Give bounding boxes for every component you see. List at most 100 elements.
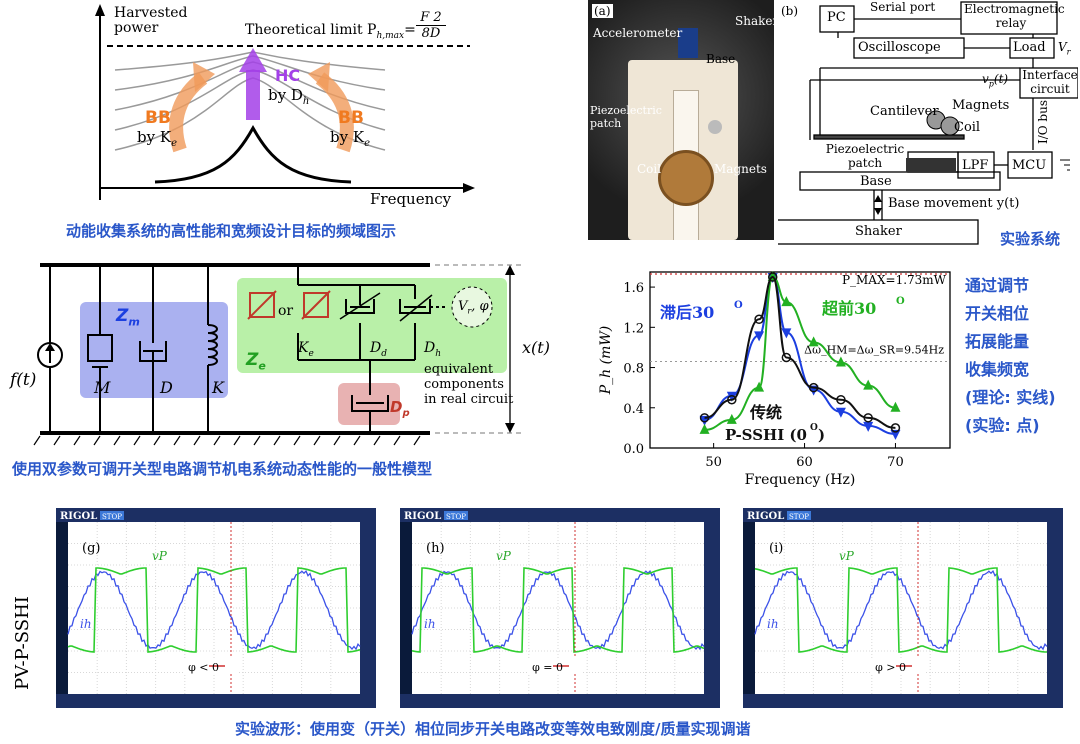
system-block-diagram (778, 1, 1078, 245)
label-conv-1: 传统 (749, 403, 782, 422)
scope-screen: RIGOL STOP (g) vP ih φ < 0 (56, 508, 376, 708)
shaker-label: Shaker (855, 224, 902, 239)
scope-stop-badge (100, 511, 124, 520)
generic-model-diagram (33, 263, 525, 446)
damping-label: D (160, 378, 173, 397)
scope-stop: STOP (102, 513, 122, 521)
side-text-5: (理论: 实线) (965, 388, 1056, 407)
hc-by: by Dh (268, 86, 310, 107)
scope-tag: (i) (769, 541, 783, 556)
point-2-4 (781, 352, 792, 363)
pv-p-sshi-label: PV-P-SSHI (12, 596, 33, 690)
y-tick-label-2: 0.8 (623, 362, 644, 377)
label-lead: 超前30 (821, 299, 876, 318)
base-movement-label: Base movement y(t) (888, 196, 1020, 211)
plot-frame (649, 271, 951, 449)
base-label: Base (860, 174, 892, 189)
equivalent-components-label: equivalent components in real circuit (424, 362, 514, 407)
scope-top-bar (400, 508, 720, 522)
scope-stop-badge (444, 511, 468, 520)
scope-stop: STOP (446, 513, 466, 521)
cantilever-label: Cantilever (870, 104, 939, 119)
phi-label: φ < 0 (188, 661, 219, 674)
vp-label: vP (496, 549, 512, 563)
vr-label: Vr (1058, 40, 1071, 57)
point-1-4 (781, 296, 792, 307)
dp-label: Dp (390, 398, 410, 419)
caption-generic-model: 使用双参数可调开关型电路调节机电系统动态性能的一般性模型 (12, 460, 433, 478)
side-annotations: 通过调节 开关相位 拓展能量 收集频宽 (理论: 实线) (实验: 点) (965, 272, 1056, 440)
series-line-2 (704, 276, 896, 429)
pmax-label: P_MAX=1.73mW (842, 273, 947, 287)
label-lag: 滞后30 (660, 303, 714, 322)
bb-by-left: by Ke (137, 128, 177, 149)
zm-label: Zm (116, 306, 140, 329)
x-tick-label-0: 50 (705, 455, 722, 470)
point-2-5 (808, 382, 819, 393)
label-conv-2: P-SSHI (0 (725, 426, 807, 444)
oscilloscope-label: Oscilloscope (858, 40, 941, 55)
voltage-waveform (67, 567, 361, 653)
ih-label: ih (767, 617, 779, 631)
scope-side-bar (360, 522, 376, 694)
magnets-label: Magnets (952, 98, 1010, 113)
dh-label: Dh (424, 340, 442, 359)
piezo-patch-label: Piezoelectric patch (825, 142, 905, 170)
photo-label-magnets: Magnets (714, 162, 767, 176)
dd-label: Dd (370, 340, 387, 359)
point-1-1 (726, 413, 737, 424)
point-2-1 (727, 394, 737, 405)
x-tick-label-2: 70 (887, 455, 904, 470)
chart-x-label: Frequency (Hz) (745, 472, 856, 488)
bb-label-right: BB (338, 108, 364, 128)
or-label: or (278, 303, 294, 319)
side-text-2: 开关相位 (965, 304, 1030, 323)
ke-label: Ke (298, 340, 314, 359)
scope-side-bar (1047, 522, 1063, 694)
interface-circuit-label: Interface circuit (1022, 68, 1078, 96)
point-1-2 (754, 381, 765, 392)
point-0-4 (781, 328, 792, 339)
scope-tag: (h) (426, 541, 445, 556)
theoretical-limit: Theoretical limit Ph,max= (245, 22, 416, 41)
experiment-photo (588, 0, 774, 240)
caption-experiment-system: 实验系统 (1000, 230, 1061, 248)
force-label: f(t) (10, 370, 37, 390)
x-axis-label: Frequency (370, 190, 452, 208)
delta-label: Δω_HM=Δω_SR=9.54Hz (804, 344, 944, 357)
power-frequency-chart: 0.0 0.4 0.8 1.2 1.6 50 60 70 Frequency (Hz) P_h (… (598, 271, 951, 488)
vp-label: vP (152, 549, 168, 563)
lpf-label: LPF (962, 158, 989, 173)
relay-label: Electromagnetic relay (964, 2, 1065, 30)
scope-tag: (g) (82, 541, 100, 556)
scope-side-bar (704, 522, 720, 694)
mass-label: M (94, 378, 111, 397)
scope-brand: RIGOL (747, 511, 784, 522)
scope-bottom-bar (400, 694, 720, 708)
serial-port-label: Serial port (870, 0, 936, 14)
current-waveform (67, 569, 361, 651)
label-lead-deg: O (896, 296, 905, 307)
scope-screen: RIGOL STOP (i) vP ih φ > 0 (743, 508, 1063, 708)
label-lag-deg: O (734, 300, 743, 311)
side-text-6: (实验: 点) (965, 416, 1040, 435)
photo-label-base: Base (706, 52, 736, 66)
scope-i: RIGOL STOP (i) vP ih φ > 0 (743, 508, 1063, 708)
voltage-waveform (754, 567, 1047, 653)
label-conv-deg: O (810, 423, 818, 433)
bb-label-left: BB (145, 108, 171, 128)
caption-frequency-domain: 动能收集系统的高性能和宽频设计目标的频域图示 (66, 222, 397, 240)
point-2-7 (863, 413, 873, 423)
side-text-3: 拓展能量 (965, 332, 1030, 351)
point-0-1 (726, 391, 737, 402)
point-1-6 (835, 356, 846, 367)
scope-top-bar (56, 508, 376, 522)
io-bus-label: I/O bus (1036, 100, 1050, 145)
coil-label: Coil (954, 120, 981, 135)
point-0-7 (863, 421, 874, 432)
point-1-5 (808, 336, 819, 347)
ze-label: Ze (246, 350, 266, 373)
scope-h: RIGOL STOP (h) vP ih φ = 0 (400, 508, 720, 708)
chart-y-label: P_h (mW) (598, 326, 614, 395)
panel-b-tag: (b) (781, 4, 799, 18)
